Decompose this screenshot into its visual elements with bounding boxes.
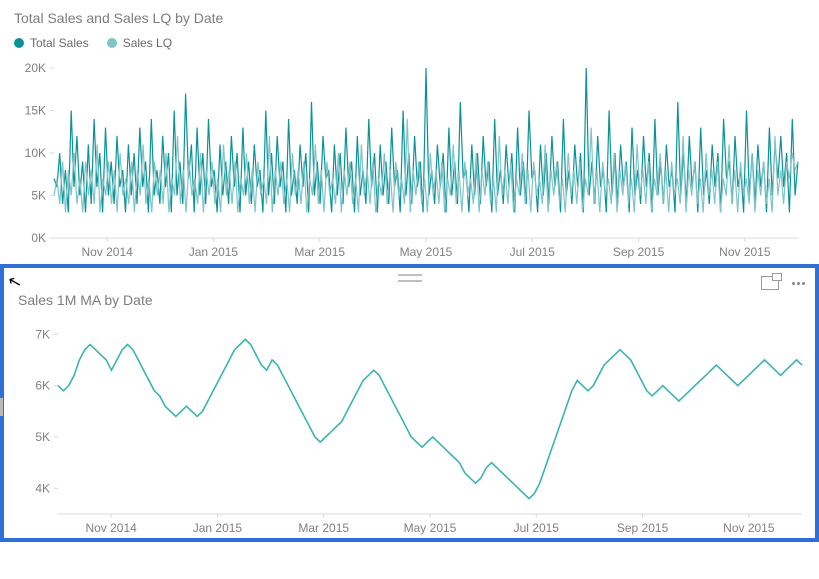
svg-text:4K: 4K <box>35 481 50 495</box>
focus-mode-icon[interactable] <box>761 274 779 292</box>
svg-text:May 2015: May 2015 <box>400 245 453 258</box>
chart-legend: Total Sales Sales LQ <box>0 32 819 58</box>
svg-text:Jan 2015: Jan 2015 <box>189 245 239 258</box>
svg-text:Nov 2014: Nov 2014 <box>81 245 133 258</box>
svg-text:20K: 20K <box>25 61 46 75</box>
drag-handle-icon[interactable] <box>398 274 422 282</box>
legend-label: Sales LQ <box>123 36 172 50</box>
svg-text:Sep 2015: Sep 2015 <box>613 245 665 258</box>
svg-text:Nov 2015: Nov 2015 <box>723 521 775 535</box>
svg-text:15K: 15K <box>25 104 46 118</box>
svg-text:5K: 5K <box>31 189 46 203</box>
svg-text:6K: 6K <box>35 379 50 393</box>
svg-text:Jul 2015: Jul 2015 <box>510 245 556 258</box>
legend-label: Total Sales <box>30 36 89 50</box>
svg-text:Sep 2015: Sep 2015 <box>617 521 669 535</box>
svg-text:Nov 2014: Nov 2014 <box>85 521 137 535</box>
legend-swatch <box>107 38 117 48</box>
svg-text:May 2015: May 2015 <box>404 521 457 535</box>
chart-title: Total Sales and Sales LQ by Date <box>0 0 819 32</box>
svg-text:Nov 2015: Nov 2015 <box>719 245 771 258</box>
svg-text:Jan 2015: Jan 2015 <box>193 521 243 535</box>
svg-text:0K: 0K <box>31 231 46 245</box>
svg-text:5K: 5K <box>35 430 50 444</box>
legend-item-total-sales[interactable]: Total Sales <box>14 36 89 50</box>
visual-toolbar <box>761 274 807 292</box>
chart-plot-area[interactable]: 0K 5K 10K 15K 20K Nov 2014 Jan 2015 Mar 2015 May… <box>0 58 819 258</box>
legend-item-sales-lq[interactable]: Sales LQ <box>107 36 172 50</box>
svg-text:Mar 2015: Mar 2015 <box>298 521 349 535</box>
svg-text:10K: 10K <box>25 146 46 160</box>
legend-swatch <box>14 38 24 48</box>
resize-handle-left[interactable] <box>0 398 3 416</box>
svg-text:7K: 7K <box>35 327 50 341</box>
svg-text:Jul 2015: Jul 2015 <box>514 521 560 535</box>
chart-plot-area[interactable]: 4K 5K 6K 7K Nov 2014 Jan 2015 Mar 2015 May 2015… <box>4 314 815 538</box>
chart-card-bottom-selected[interactable]: ↖ Sales 1M MA by Date 4K5K6K7KNov 2014Ja… <box>0 264 819 542</box>
chart-card-top: Total Sales and Sales LQ by Date Total S… <box>0 0 819 258</box>
svg-text:Mar 2015: Mar 2015 <box>294 245 345 258</box>
more-options-icon[interactable] <box>789 274 807 292</box>
